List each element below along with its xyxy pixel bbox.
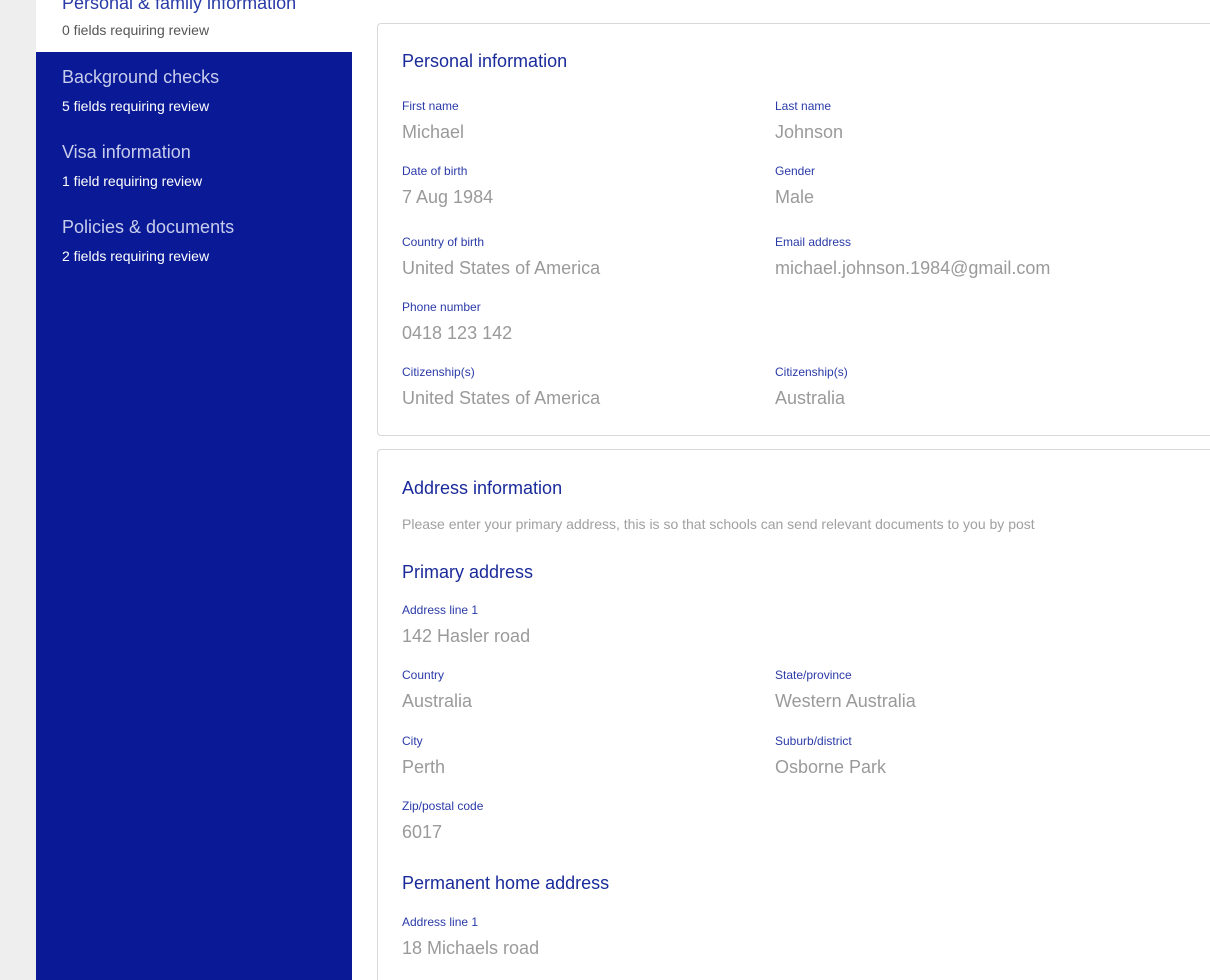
field-value: 6017 xyxy=(402,822,443,842)
field-label: Address line 1 xyxy=(402,915,479,929)
field-label: Country xyxy=(402,668,445,682)
field-label: Date of birth xyxy=(402,164,468,178)
field-value: Perth xyxy=(402,757,446,777)
nav-title[interactable]: Visa information xyxy=(62,142,191,162)
nav-title[interactable]: Background checks xyxy=(62,67,220,87)
subsection-title: Permanent home address xyxy=(402,873,610,893)
nav-title[interactable]: Policies & documents xyxy=(62,217,235,237)
field-value: Michael xyxy=(402,122,465,142)
field-value: Male xyxy=(775,187,815,207)
nav-subtitle: 0 fields requiring review xyxy=(62,22,210,38)
section-title: Address information xyxy=(402,478,563,498)
field-value: 142 Hasler road xyxy=(402,626,531,646)
nav-subtitle: 2 fields requiring review xyxy=(62,248,210,264)
field-label: City xyxy=(402,734,423,748)
address-card xyxy=(377,449,1210,980)
field-value: United States of America xyxy=(402,388,601,408)
field-value: Johnson xyxy=(775,122,844,142)
field-label: Citizenship(s) xyxy=(775,365,848,379)
field-label: State/province xyxy=(775,668,852,682)
sidebar xyxy=(36,52,352,980)
field-label: First name xyxy=(402,99,459,113)
nav-title[interactable]: Personal & family information xyxy=(62,0,297,13)
field-value: michael.johnson.1984@gmail.com xyxy=(775,258,1051,278)
subsection-title: Primary address xyxy=(402,562,534,582)
section-title: Personal information xyxy=(402,51,568,71)
field-label: Country of birth xyxy=(402,235,485,249)
field-label: Citizenship(s) xyxy=(402,365,475,379)
section-description: Please enter your primary address, this … xyxy=(402,516,1035,532)
field-value: Osborne Park xyxy=(775,757,887,777)
field-label: Address line 1 xyxy=(402,603,479,617)
field-label: Email address xyxy=(775,235,852,249)
field-value: 7 Aug 1984 xyxy=(402,187,494,207)
field-label: Zip/postal code xyxy=(402,799,484,813)
field-value: 0418 123 142 xyxy=(402,323,513,343)
nav-subtitle: 5 fields requiring review xyxy=(62,98,210,114)
field-label: Suburb/district xyxy=(775,734,852,748)
field-value: United States of America xyxy=(402,258,601,278)
personal-card xyxy=(377,23,1210,436)
field-label: Gender xyxy=(775,164,816,178)
field-value: Western Australia xyxy=(775,691,916,711)
field-label: Last name xyxy=(775,99,832,113)
field-value: Australia xyxy=(775,388,846,408)
field-value: 18 Michaels road xyxy=(402,938,540,958)
field-value: Australia xyxy=(402,691,473,711)
field-label: Phone number xyxy=(402,300,481,314)
nav-subtitle: 1 field requiring review xyxy=(62,173,203,189)
left-strip xyxy=(0,0,36,980)
